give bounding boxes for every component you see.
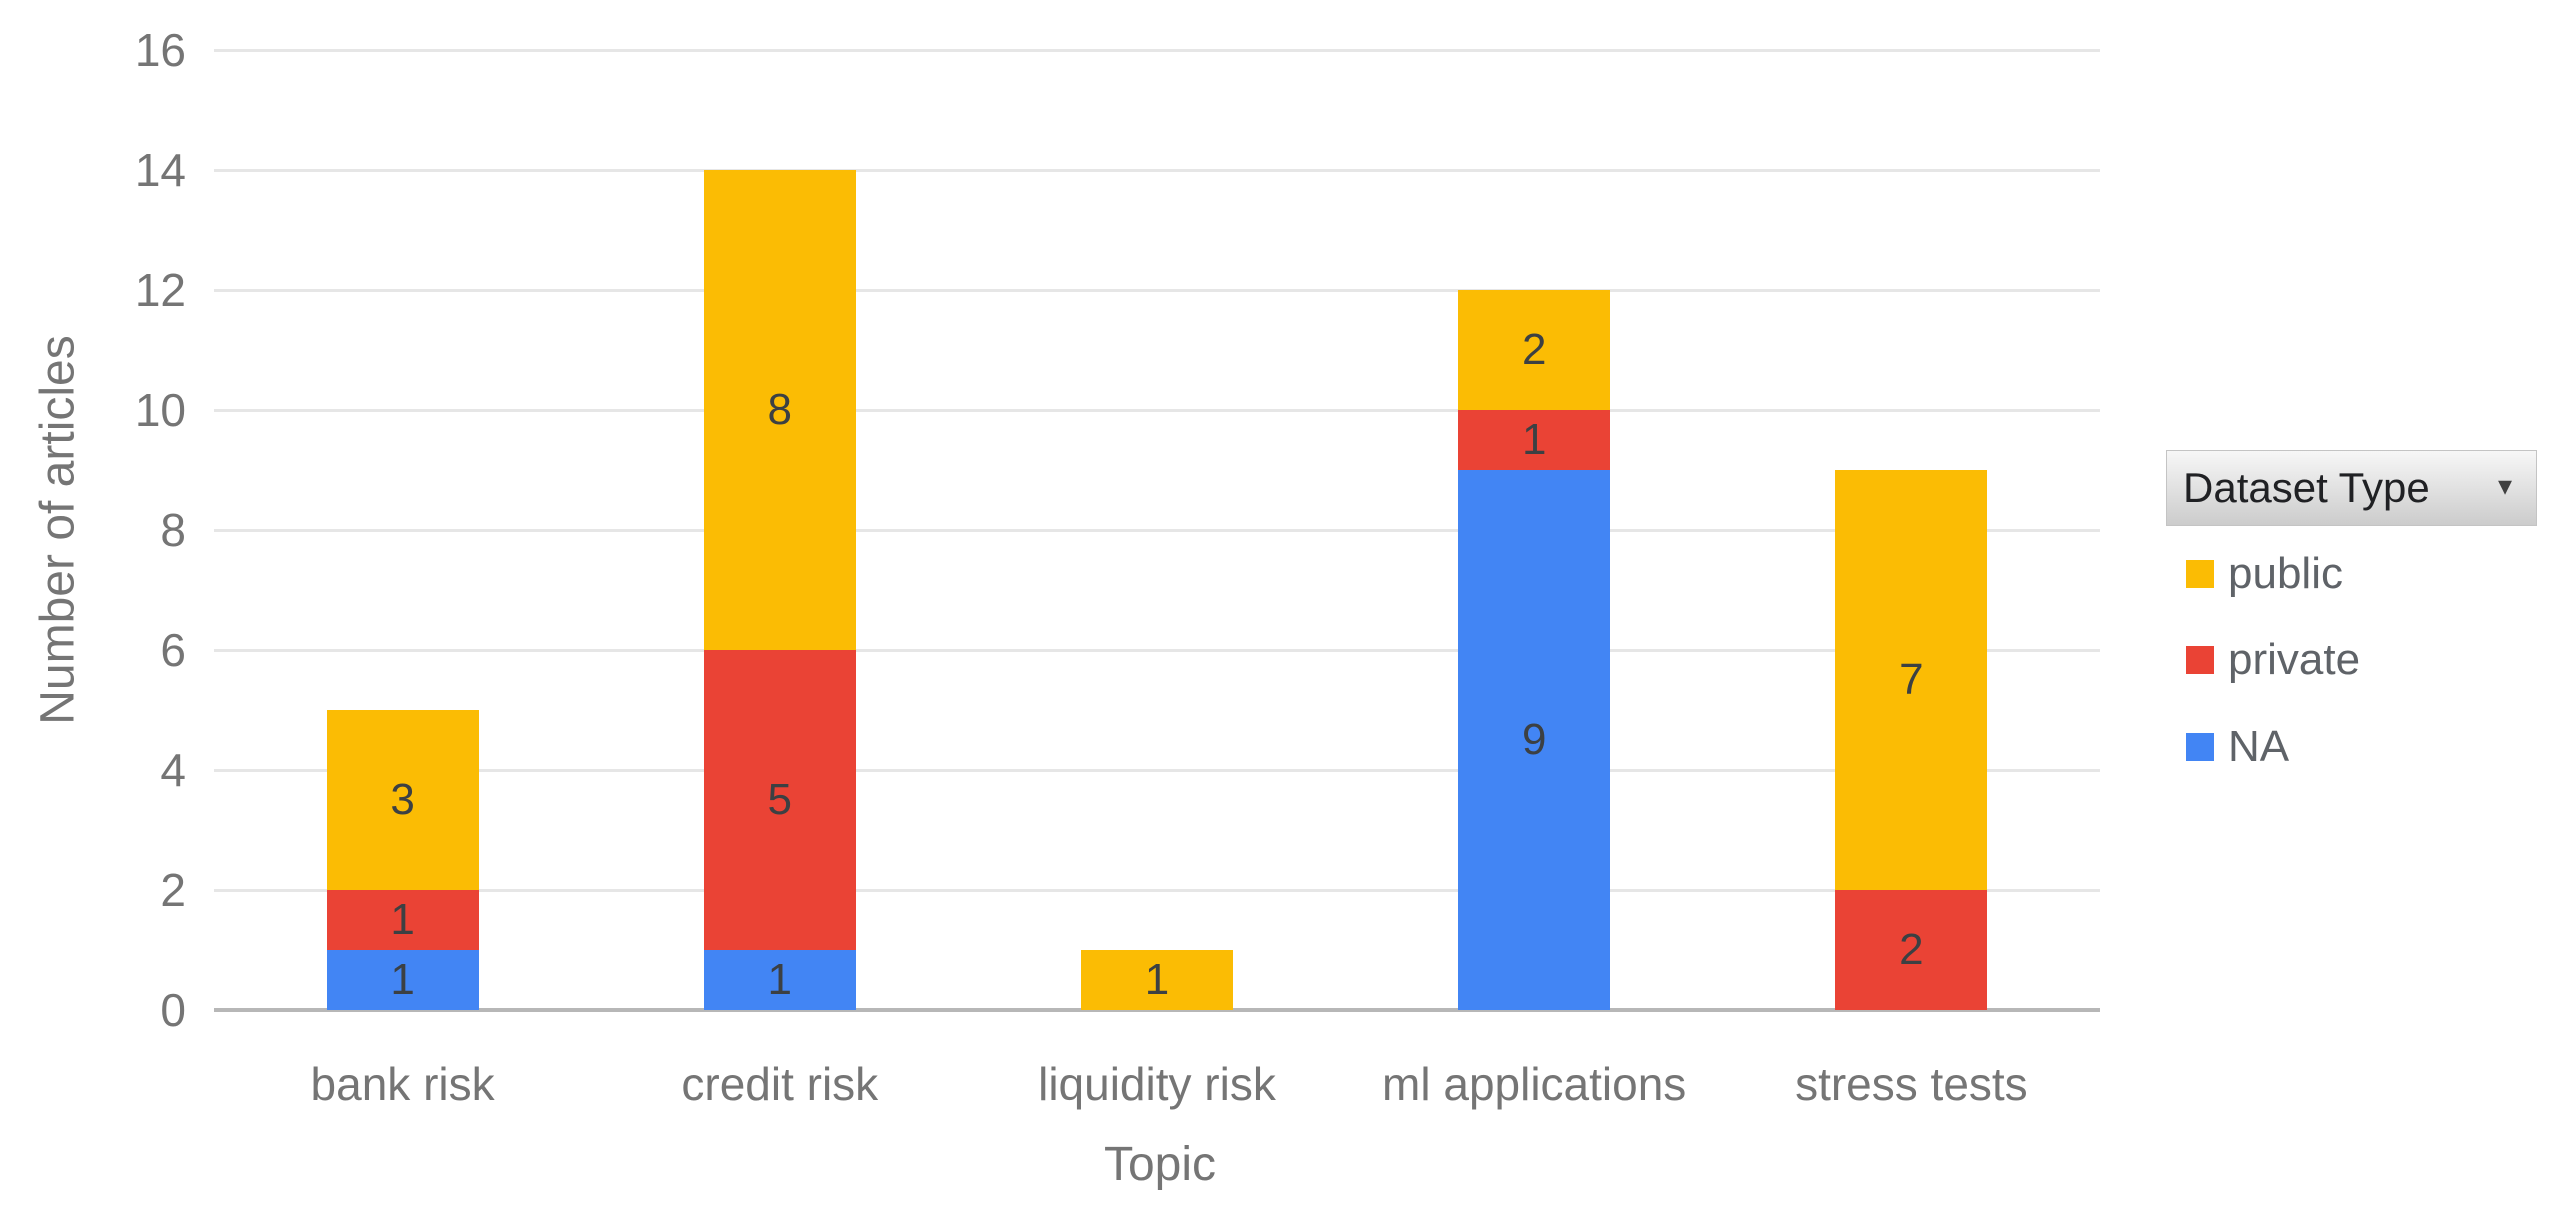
y-tick-label: 16 bbox=[134, 24, 186, 76]
bar-value-label: 2 bbox=[1899, 925, 1924, 974]
legend-item-label: NA bbox=[2228, 722, 2290, 771]
legend-item-label: private bbox=[2228, 635, 2361, 684]
bar-segment-na-ml-applications[interactable] bbox=[1458, 470, 1611, 1010]
bar-value-label: 1 bbox=[767, 955, 793, 1004]
bar-segment-public-ml-applications[interactable] bbox=[1458, 290, 1611, 410]
gridline bbox=[214, 49, 2100, 52]
bar-segment-private-stress-tests[interactable] bbox=[1835, 890, 1988, 1010]
y-tick-label: 10 bbox=[134, 384, 186, 436]
x-tick-label: ml applications bbox=[1382, 1058, 1687, 1110]
legend-swatch-public bbox=[2186, 560, 2214, 588]
bar-value-label: 1 bbox=[1521, 415, 1547, 464]
legend-item-private[interactable]: private bbox=[2166, 632, 2538, 688]
gridline bbox=[214, 169, 2100, 172]
x-tick-label: bank risk bbox=[310, 1058, 495, 1110]
legend-title: Dataset Type bbox=[2183, 464, 2430, 511]
bar-segment-private-credit-risk[interactable] bbox=[703, 650, 856, 950]
x-tick-label: stress tests bbox=[1795, 1058, 2028, 1110]
x-tick-label: liquidity risk bbox=[1038, 1058, 1276, 1110]
bar-value-label: 2 bbox=[1521, 325, 1547, 374]
legend-swatch-private bbox=[2186, 646, 2214, 674]
bar-value-label: 3 bbox=[390, 775, 415, 824]
y-tick-label: 12 bbox=[134, 264, 186, 316]
gridline bbox=[214, 289, 2100, 292]
bar-value-label: 1 bbox=[390, 955, 415, 1004]
x-tick-label: credit risk bbox=[681, 1058, 879, 1110]
x-axis-title: Topic bbox=[1103, 1138, 1217, 1191]
legend-swatch-na bbox=[2186, 733, 2214, 761]
bar-segment-public-liquidity-risk[interactable] bbox=[1081, 950, 1233, 1010]
legend-item-label: public bbox=[2228, 549, 2343, 598]
y-tick-label: 6 bbox=[160, 624, 186, 676]
y-tick-label: 2 bbox=[160, 864, 186, 916]
bar-segment-private-bank-risk[interactable] bbox=[326, 890, 479, 950]
bar-segment-na-bank-risk[interactable] bbox=[326, 950, 479, 1010]
y-tick-label: 8 bbox=[160, 504, 186, 556]
bar-segment-public-stress-tests[interactable] bbox=[1835, 470, 1988, 890]
bar-segment-public-credit-risk[interactable] bbox=[703, 170, 856, 650]
gridline bbox=[214, 649, 2100, 652]
bar-value-label: 7 bbox=[1899, 655, 1924, 704]
gridline bbox=[214, 889, 2100, 892]
gridline bbox=[214, 409, 2100, 412]
gridline bbox=[214, 529, 2100, 532]
legend-item-na[interactable]: NA bbox=[2166, 719, 2538, 775]
bar-value-label: 8 bbox=[767, 385, 793, 434]
bar-value-label: 1 bbox=[390, 895, 415, 944]
bar-segment-private-ml-applications[interactable] bbox=[1458, 410, 1611, 470]
bar-value-label: 5 bbox=[767, 775, 793, 824]
bar-value-label: 9 bbox=[1521, 715, 1547, 764]
y-tick-label: 4 bbox=[160, 744, 186, 796]
bar-segment-na-credit-risk[interactable] bbox=[703, 950, 856, 1010]
legend-title-dropdown[interactable]: Dataset Type ▾ bbox=[2166, 450, 2537, 526]
bar-value-label: 1 bbox=[1144, 955, 1170, 1004]
legend-item-public[interactable]: public bbox=[2166, 546, 2538, 602]
bar-segment-public-bank-risk[interactable] bbox=[326, 710, 479, 890]
axis-baseline bbox=[214, 1008, 2100, 1012]
chevron-down-icon: ▾ bbox=[2497, 470, 2512, 501]
gridline bbox=[214, 769, 2100, 772]
y-tick-label: 14 bbox=[134, 144, 186, 196]
y-tick-label: 0 bbox=[160, 984, 186, 1036]
